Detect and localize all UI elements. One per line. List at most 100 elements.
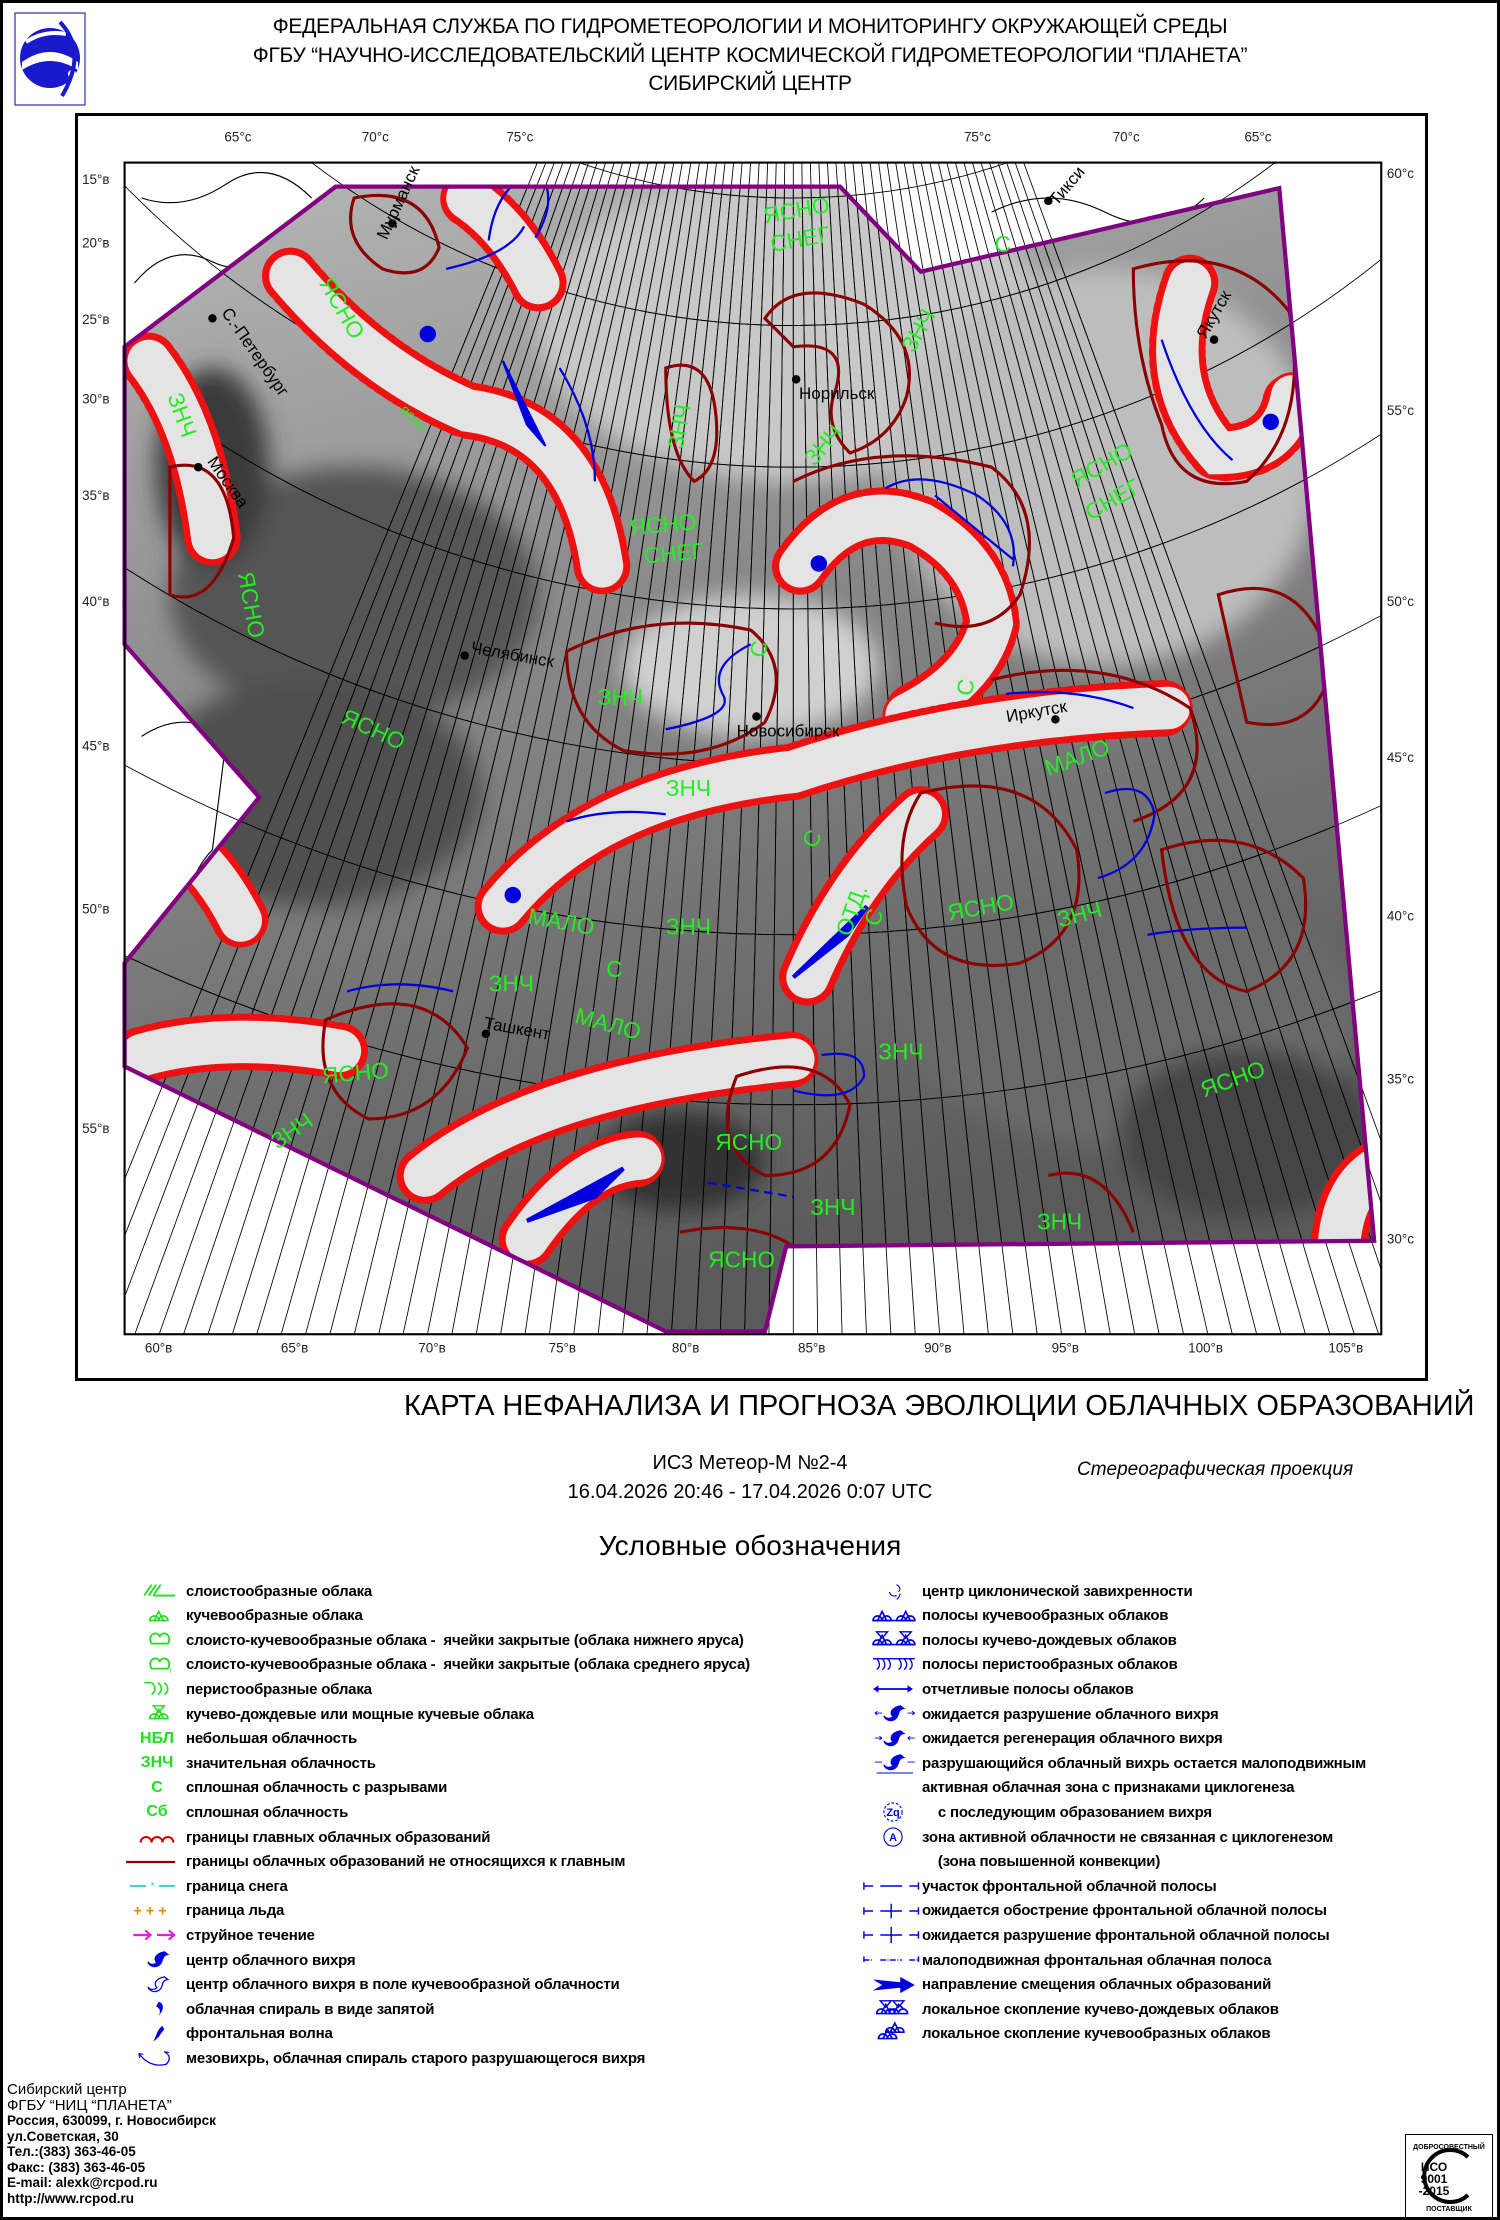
latitude-label-top: 70°с: [1113, 129, 1140, 144]
ice-icon: + + +: [128, 1900, 186, 1922]
cloud-annotation: ЯСНО: [629, 508, 698, 540]
footer-line: ФГБУ “НИЦ “ПЛАНЕТА”: [7, 2096, 172, 2114]
longitude-label-left: 40°в: [82, 594, 109, 609]
legend-item: полосы кучевообразных облаков: [864, 1604, 1169, 1628]
legend-label: сплошная облачность с разрывами: [186, 1779, 448, 1797]
cloud-annotation: С: [994, 231, 1010, 257]
circle-text-icon: Zq: [864, 1801, 922, 1823]
svg-text:f: f: [170, 1668, 172, 1675]
legend-label: граница снега: [186, 1877, 288, 1895]
longitude-label-left: 15°в: [82, 172, 109, 187]
legend-item: локальное скопление кучево-дождевых обла…: [864, 1997, 1279, 2021]
legend-label: центр облачного вихря: [186, 1951, 356, 1969]
comma-icon: [128, 1998, 186, 2020]
projection-label: Стереографическая проекция: [1077, 1459, 1354, 1480]
legend-item: мезовихрь, облачная спираль старого разр…: [128, 2046, 645, 2070]
legend-item: полосы перистообразных облаков: [864, 1653, 1178, 1677]
legend-item: границы главных облачных образований: [128, 1825, 490, 1849]
legend-item: облачная спираль в виде запятой: [128, 1997, 434, 2021]
legend-symbol: Сб: [146, 1803, 168, 1821]
cloud-annotation: ЯСНО: [321, 1057, 390, 1089]
snow-icon: *: [128, 1875, 186, 1897]
legend-item: локальное скопление кучевообразных облак…: [864, 2021, 1271, 2046]
mesovortex-icon: [128, 2047, 186, 2069]
footer-line: Тел.:(383) 363-46-05: [7, 2144, 136, 2159]
legend-item: полосы кучево-дождевых облаков: [864, 1628, 1177, 1652]
legend-label: сплошная облачность: [186, 1803, 349, 1821]
latitude-label-top: 75°с: [506, 129, 533, 144]
front-icon: [863, 1875, 922, 1897]
latitude-label-right: 40°с: [1387, 909, 1414, 924]
longitude-label-bottom: 90°в: [924, 1341, 951, 1356]
symbol-icon: ЗНЧ: [128, 1752, 186, 1774]
legend-label: полосы кучевообразных облаков: [922, 1607, 1169, 1625]
latitude-label-top: 65°с: [224, 129, 251, 144]
legend-label: зона активной облачности не связанная с …: [922, 1828, 1333, 1846]
iso-9001-badge: ДОБРОСОВЕСТНЫЙ ИСО 9001 -2015 ПОСТАВЩИК: [1405, 2134, 1493, 2218]
legend-item: кучево-дождевые или мощные кучевые облак…: [128, 1702, 534, 1726]
legend-label: граница льда: [186, 1902, 285, 1920]
legend-label: мезовихрь, облачная спираль старого разр…: [186, 2049, 646, 2067]
longitude-label-left: 55°в: [82, 1121, 109, 1136]
jet-icon: [128, 1924, 186, 1946]
longitude-label-bottom: 85°в: [798, 1341, 825, 1356]
svg-text:ИСО: ИСО: [1421, 2160, 1447, 2174]
map-inner-frame: [123, 161, 1383, 1336]
legend-symbol: С: [151, 1778, 163, 1796]
header-agency: ФЕДЕРАЛЬНАЯ СЛУЖБА ПО ГИДРОМЕТЕОРОЛОГИИ …: [272, 15, 1228, 38]
cloud-annotation: С: [951, 677, 979, 698]
city-marker: Тикси: [1044, 163, 1089, 209]
svg-text:+ + +: + + +: [133, 1903, 167, 1919]
legend-label: локальное скопление кучево-дождевых обла…: [922, 2000, 1279, 2018]
latitude-label-right: 45°с: [1387, 750, 1414, 765]
latitude-label-right: 30°с: [1387, 1232, 1414, 1247]
legend-label: полосы перистообразных облаков: [922, 1656, 1178, 1674]
legend-label: перистообразные облака: [186, 1680, 372, 1698]
legend-label: локальное скопление кучевообразных облак…: [922, 2025, 1271, 2043]
legend-item: центр облачного вихря в поле кучевообраз…: [128, 1973, 620, 1997]
legend-item: центр циклонической завихренности: [864, 1579, 1193, 1603]
header-institute: ФГБУ “НАУЧНО-ИССЛЕДОВАТЕЛЬСКИЙ ЦЕНТР КОС…: [252, 44, 1248, 67]
legend-symbol: A: [889, 1832, 897, 1844]
graticule-labels: 65°с 70°с 75°с 75°с 70°с 65°с 15°в 20°в 25°в 30°в…: [82, 129, 1414, 1355]
big-arrow-icon: [864, 1974, 922, 1996]
footer-website[interactable]: http://www.rcpod.ru: [7, 2190, 134, 2206]
cu-cluster-icon: [864, 2021, 922, 2045]
legend-item: f слоисто-кучевообразные облака - ячейки …: [128, 1653, 750, 1677]
legend-label: центр циклонической завихренности: [922, 1582, 1193, 1600]
legend-symbol: НБЛ: [140, 1729, 174, 1747]
longitude-label-left: 30°в: [82, 391, 109, 406]
longitude-label-bottom: 60°в: [145, 1341, 172, 1356]
cb-bands-icon: [864, 1629, 922, 1651]
cumulonimbus-icon: [128, 1703, 186, 1725]
legend-symbol: ЗНЧ: [140, 1754, 174, 1772]
legend-item: Сб сплошная облачность: [128, 1800, 348, 1824]
cloud-annotation: ЯСНО: [708, 1247, 775, 1273]
contact-info: Сибирский центр ФГБУ “НИЦ “ПЛАНЕТА” Росс…: [7, 2082, 216, 2206]
city-label: Новосибирск: [737, 721, 840, 740]
legend-label: ожидается разрушение фронтальной облачно…: [922, 1926, 1330, 1944]
legend-item: кучевообразные облака: [128, 1604, 363, 1628]
legend-label: фронтальная волна: [186, 2025, 333, 2043]
legend-label: слоистообразные облака: [186, 1582, 373, 1600]
latitude-label-right: 50°с: [1387, 594, 1414, 609]
cu-bands-icon: [864, 1605, 922, 1627]
frontal-wave-icon: [128, 2023, 186, 2045]
legend-label: границы главных облачных образований: [186, 1828, 491, 1846]
svg-text:-2015: -2015: [1419, 2184, 1450, 2198]
legend-label: активная облачная зона с признаками цикл…: [922, 1779, 1295, 1797]
cloud-annotation: ЗНЧ: [878, 1038, 923, 1064]
legend-label: отчетливые полосы облаков: [922, 1680, 1134, 1698]
symbol-icon: С: [128, 1777, 186, 1799]
legend-item: разрушающийся облачный вихрь остается ма…: [864, 1751, 1366, 1775]
legend-item: + + + граница льда: [128, 1899, 284, 1923]
footer-line: Факс: (383) 363-46-05: [7, 2159, 146, 2175]
legend-item: ожидается обострение фронтальной облачно…: [863, 1899, 1327, 1923]
footer-email[interactable]: E-mail: alexk@rcpod.ru: [7, 2175, 158, 2190]
cloud-annotation: ЗНЧ: [666, 775, 711, 801]
longitude-label-left: 45°в: [82, 739, 109, 754]
scallop-icon: [128, 1826, 186, 1848]
vortex-outline-icon: [128, 1974, 186, 1996]
legend-label: кучево-дождевые или мощные кучевые облак…: [186, 1705, 534, 1723]
